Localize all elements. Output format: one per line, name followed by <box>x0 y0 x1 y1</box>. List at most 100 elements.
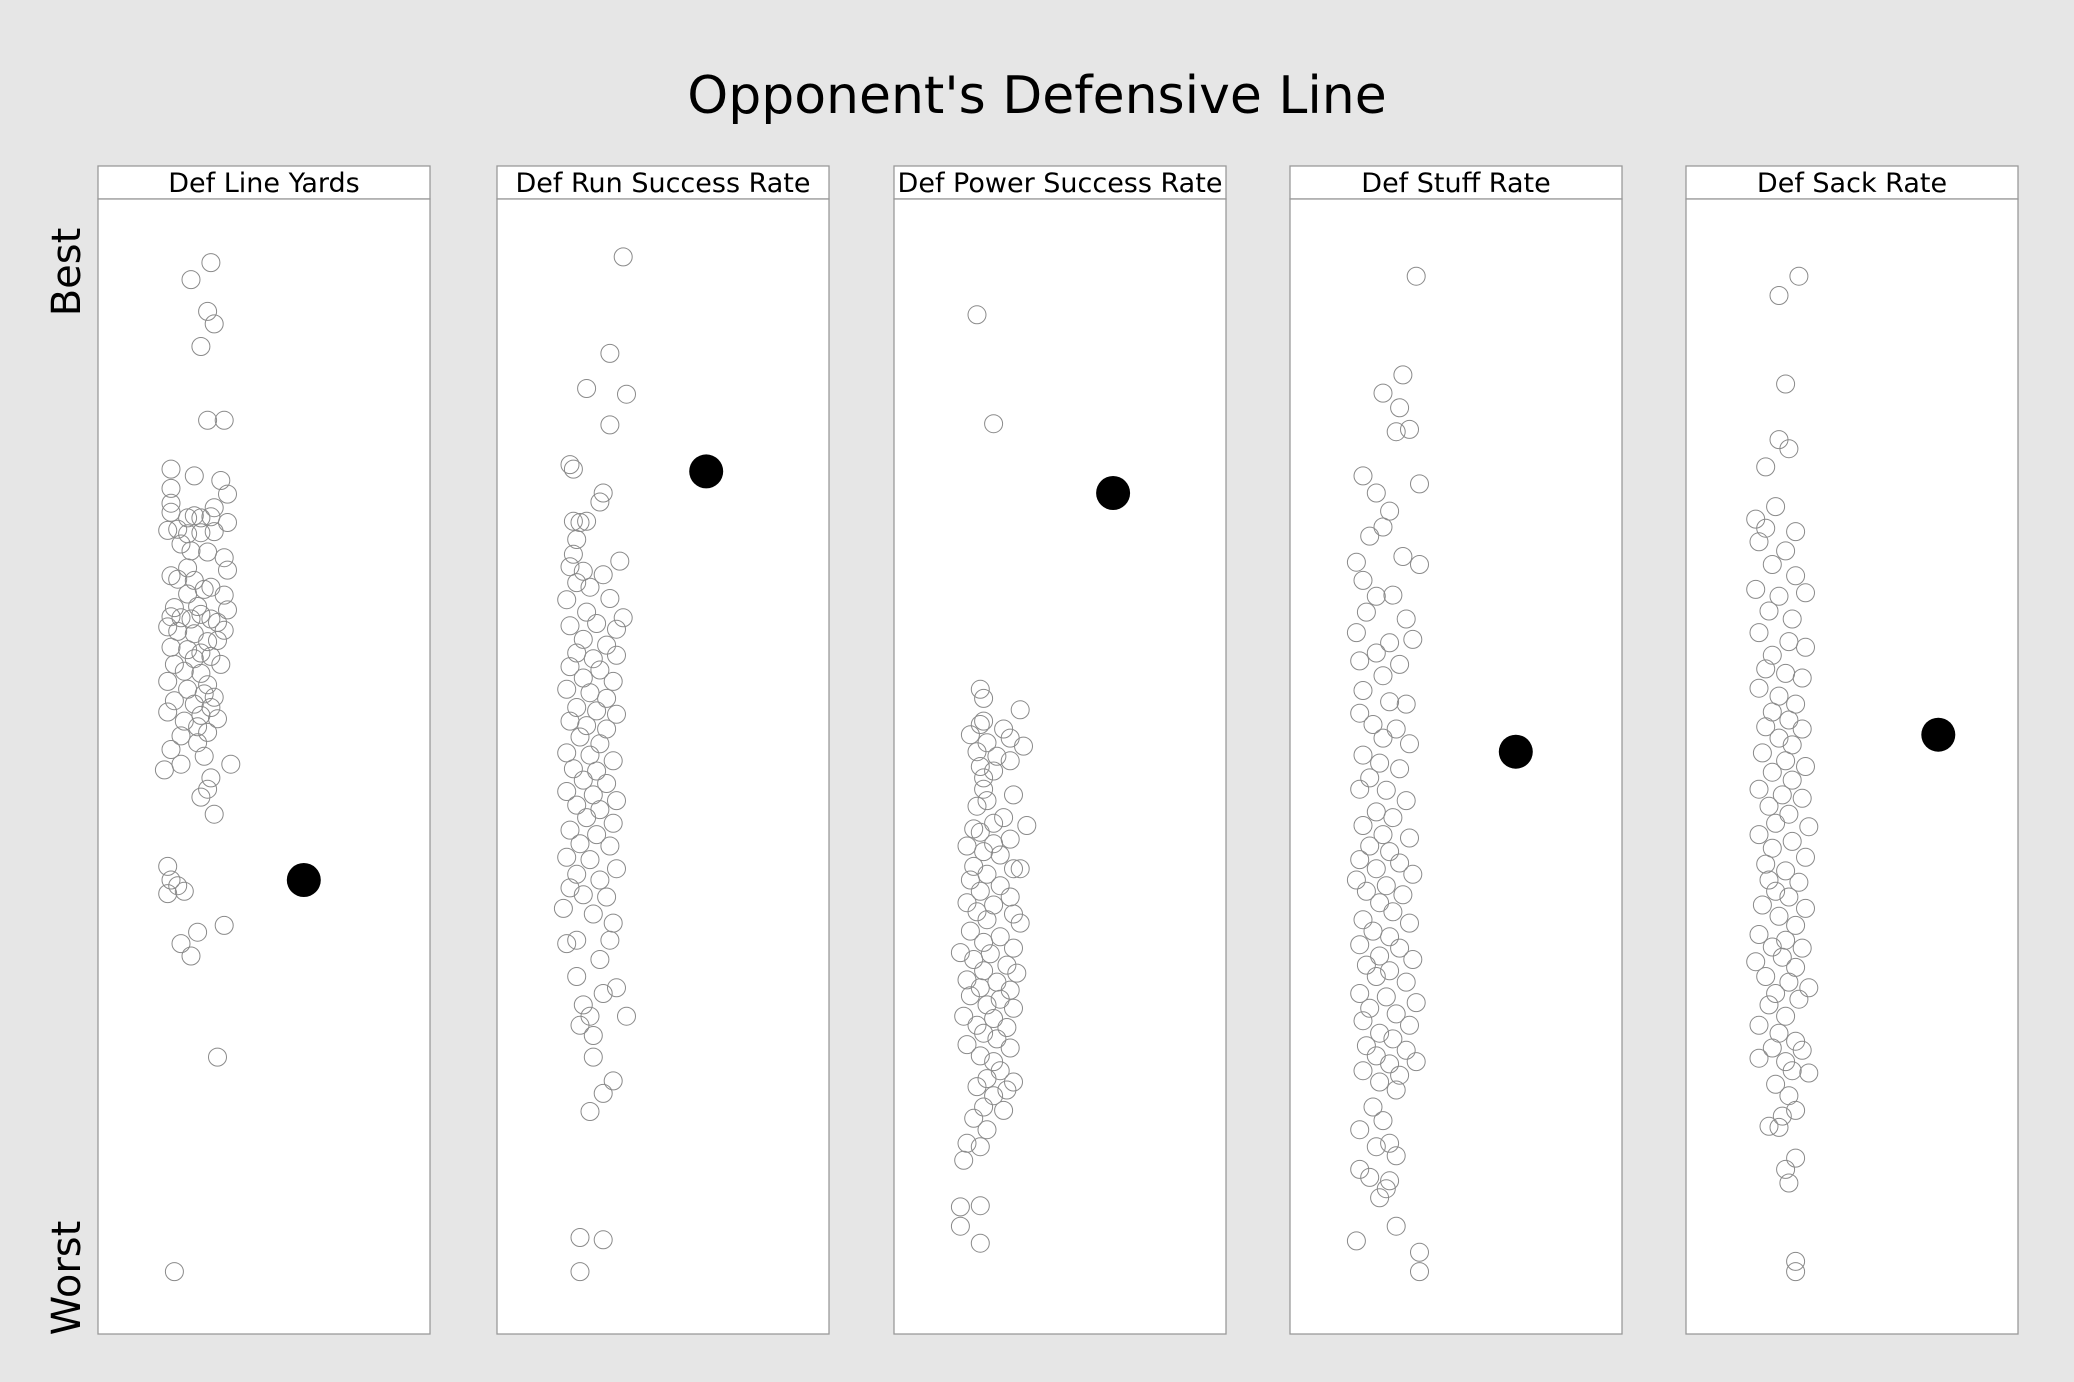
data-point <box>1004 998 1023 1018</box>
data-point <box>974 1097 994 1117</box>
data-point <box>603 813 623 833</box>
highlight-point <box>1921 717 1956 752</box>
data-point <box>1370 893 1390 913</box>
panel-def-power-success-rate: Def Power Success Rate <box>893 165 1227 1335</box>
data-point <box>1373 517 1393 537</box>
data-point <box>603 671 623 691</box>
data-point <box>990 845 1010 865</box>
data-point <box>168 519 188 539</box>
data-point <box>1766 984 1786 1003</box>
data-point <box>164 691 184 711</box>
data-point <box>1376 780 1396 800</box>
data-point <box>198 632 218 652</box>
data-point <box>1366 586 1386 606</box>
data-point <box>1380 1171 1400 1191</box>
data-point <box>560 557 580 577</box>
data-point <box>950 943 970 963</box>
data-point <box>1386 719 1406 739</box>
data-point <box>1380 842 1400 862</box>
data-point <box>161 459 181 479</box>
data-point <box>171 934 191 954</box>
data-point <box>600 589 620 608</box>
data-point <box>1799 978 1819 998</box>
data-point <box>1353 745 1373 765</box>
data-point <box>1363 715 1383 734</box>
data-point <box>1786 1100 1806 1120</box>
data-point <box>1370 1188 1390 1208</box>
data-point <box>1749 678 1769 698</box>
data-point <box>1380 1054 1400 1074</box>
data-point <box>1779 804 1799 824</box>
data-point <box>1406 993 1426 1013</box>
data-point <box>1792 1040 1812 1060</box>
data-point <box>1749 532 1769 552</box>
data-point <box>1410 474 1429 494</box>
data-point <box>573 995 593 1015</box>
data-point <box>573 561 593 581</box>
data-point <box>211 654 231 674</box>
data-point <box>194 746 214 766</box>
data-point <box>970 1137 990 1157</box>
highlight-point <box>1096 476 1131 510</box>
data-point <box>214 410 234 430</box>
panel-header-box <box>893 165 1227 200</box>
data-point <box>1007 963 1027 983</box>
data-point <box>1380 1133 1400 1153</box>
data-point <box>201 253 221 273</box>
panel-title: Def Run Success Rate <box>515 168 810 199</box>
data-point <box>1370 946 1390 966</box>
chart-panels: Def Line Yards Def Run Success Rate Def Po… <box>97 165 2019 1335</box>
data-point <box>1782 609 1802 629</box>
data-point <box>1350 935 1370 955</box>
data-point <box>960 725 980 745</box>
data-point <box>607 978 626 998</box>
panel-plot-area <box>97 198 431 1335</box>
data-point <box>573 629 593 649</box>
data-point <box>607 704 626 724</box>
data-point <box>191 337 211 356</box>
data-point <box>164 598 184 618</box>
data-point <box>1380 633 1400 653</box>
data-point <box>1346 870 1366 890</box>
data-point <box>954 1150 974 1170</box>
data-point <box>583 1026 603 1045</box>
data-point <box>960 921 980 941</box>
data-point <box>1390 398 1410 418</box>
data-point <box>977 995 997 1015</box>
data-point <box>1403 950 1423 969</box>
data-point <box>570 727 590 747</box>
data-point <box>567 930 587 950</box>
data-point <box>977 1069 997 1089</box>
data-point <box>580 577 600 597</box>
data-point <box>1756 659 1776 679</box>
data-point <box>560 820 580 840</box>
data-point <box>617 384 636 404</box>
data-point <box>191 604 211 624</box>
data-point <box>960 870 980 890</box>
data-point <box>1756 967 1776 986</box>
data-point <box>1799 817 1819 837</box>
data-point <box>1346 1231 1366 1251</box>
data-point <box>1380 961 1400 981</box>
data-point <box>171 726 191 746</box>
data-point <box>1363 1097 1383 1117</box>
data-point <box>1396 791 1416 811</box>
data-point <box>1010 700 1030 720</box>
data-point <box>597 774 617 793</box>
highlight-point <box>689 454 724 489</box>
data-point <box>198 779 218 799</box>
data-point <box>1350 651 1370 671</box>
data-point <box>570 834 590 854</box>
data-point <box>214 585 234 605</box>
data-point <box>1017 816 1037 835</box>
data-point <box>583 1047 603 1067</box>
data-point <box>1386 1080 1406 1100</box>
data-point <box>191 787 211 807</box>
data-point <box>181 270 201 290</box>
data-point <box>964 950 984 969</box>
data-point <box>201 507 221 527</box>
data-point <box>161 740 181 759</box>
data-point <box>1383 585 1403 605</box>
data-point <box>1762 645 1782 665</box>
data-point <box>1014 736 1033 756</box>
